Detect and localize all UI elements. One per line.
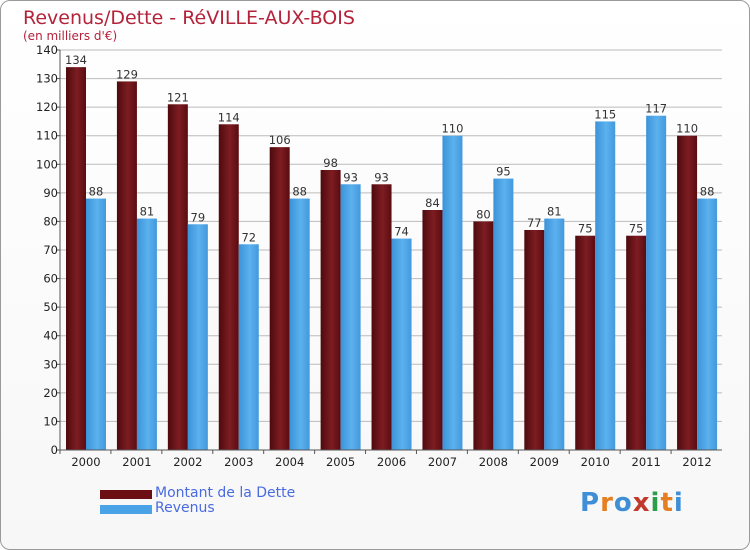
bar-revenus	[697, 198, 718, 450]
y-tick-label: 120	[36, 100, 58, 114]
bar-revenus	[86, 198, 106, 450]
value-label-revenus: 93	[343, 170, 358, 184]
x-tick-label: 2008	[479, 455, 508, 469]
bar-revenus	[493, 178, 514, 451]
legend-label-dette: Montant de la Dette	[155, 485, 296, 501]
bar-revenus	[544, 218, 565, 450]
x-tick-label: 2006	[377, 455, 406, 469]
x-tick-label: 2007	[428, 455, 457, 469]
value-label-dette: 84	[425, 196, 440, 210]
value-label-revenus: 88	[700, 185, 715, 199]
x-tick-label: 2003	[224, 455, 253, 469]
legend-swatch-dette	[100, 490, 152, 499]
value-label-revenus: 115	[594, 107, 616, 121]
bar-dette	[269, 147, 290, 450]
value-label-dette: 93	[374, 170, 389, 184]
bar-dette	[677, 135, 698, 450]
bar-revenus	[340, 184, 361, 451]
value-label-dette: 110	[676, 122, 698, 136]
logo-letter: t	[660, 488, 674, 518]
value-label-revenus: 81	[140, 205, 155, 219]
y-tick-label: 80	[43, 214, 58, 228]
bar-dette	[524, 230, 545, 450]
bar-revenus	[238, 244, 259, 450]
y-tick-label: 0	[51, 443, 58, 457]
bar-dette	[422, 210, 443, 450]
value-label-dette: 80	[476, 207, 491, 221]
x-tick-label: 2010	[581, 455, 610, 469]
bar-dette	[167, 104, 188, 451]
x-tick-label: 2004	[275, 455, 304, 469]
x-tick-label: 2001	[122, 455, 151, 469]
bar-revenus	[136, 218, 157, 450]
bar-dette	[371, 184, 392, 451]
legend-swatch-revenus	[100, 505, 152, 514]
chart-title: Revenus/Dette - RéVILLE-AUX-BOIS	[23, 7, 355, 29]
axis-layer: 0 10 20 30 40 50 60 70 80 90 100 110 120 130 140 2000 20…	[36, 43, 722, 469]
y-tick-label: 130	[36, 72, 58, 86]
value-label-dette: 75	[629, 222, 644, 236]
bar-layer	[66, 67, 718, 451]
logo-letter: x	[632, 488, 651, 518]
y-tick-label: 10	[43, 414, 58, 428]
x-tick-label: 2002	[173, 455, 202, 469]
value-label-revenus: 110	[441, 122, 463, 136]
value-label-dette: 129	[116, 67, 138, 81]
value-label-dette: 75	[578, 222, 593, 236]
legend-label-revenus: Revenus	[155, 500, 215, 516]
value-label-dette: 106	[269, 133, 291, 147]
label-layer: 134 88 129 81 121 79 114 72 106 88 98 93 93 74 84 110 80…	[65, 53, 714, 244]
y-tick-label: 50	[43, 300, 58, 314]
value-label-dette: 114	[218, 110, 240, 124]
x-tick-label: 2000	[71, 455, 100, 469]
value-label-revenus: 117	[645, 102, 667, 116]
value-label-revenus: 74	[394, 225, 409, 239]
bar-revenus	[442, 135, 463, 450]
value-label-dette: 134	[65, 53, 87, 67]
value-label-dette: 98	[323, 156, 338, 170]
bar-revenus	[187, 224, 208, 450]
x-tick-label: 2011	[632, 455, 661, 469]
x-tick-label: 2005	[326, 455, 355, 469]
value-label-revenus: 79	[191, 210, 206, 224]
bar-dette	[66, 67, 86, 451]
logo-letter: i	[650, 488, 661, 518]
logo-letter: r	[600, 488, 614, 518]
y-tick-label: 20	[43, 386, 58, 400]
y-tick-label: 30	[43, 357, 58, 371]
value-label-revenus: 95	[496, 165, 511, 179]
bar-revenus	[289, 198, 310, 450]
value-label-revenus: 81	[547, 205, 562, 219]
value-label-dette: 77	[527, 216, 542, 230]
logo-letter: P	[580, 488, 601, 518]
bar-dette	[626, 235, 647, 450]
y-tick-label: 140	[36, 43, 58, 57]
value-label-dette: 121	[167, 90, 189, 104]
value-label-revenus: 88	[292, 185, 307, 199]
y-tick-label: 70	[43, 243, 58, 257]
bar-dette	[320, 170, 341, 450]
bar-dette	[218, 124, 239, 451]
bar-revenus	[595, 121, 616, 450]
logo-letter: o	[613, 488, 633, 518]
y-tick-label: 60	[43, 272, 58, 286]
bar-dette	[473, 221, 494, 450]
bar-dette	[116, 81, 137, 450]
logo-letter: i	[673, 488, 684, 518]
x-tick-label: 2012	[682, 455, 711, 469]
bar-dette	[575, 235, 596, 450]
value-label-revenus: 72	[241, 230, 256, 244]
bar-revenus	[646, 115, 667, 450]
proxiti-logo: Proxiti	[580, 488, 684, 518]
bar-revenus	[391, 238, 412, 450]
y-tick-label: 40	[43, 329, 58, 343]
y-tick-label: 110	[36, 129, 58, 143]
y-tick-label: 90	[43, 186, 58, 200]
chart-subtitle: (en milliers d'€)	[23, 29, 118, 43]
y-tick-label: 100	[36, 157, 58, 171]
value-label-revenus: 88	[89, 185, 104, 199]
x-tick-label: 2009	[530, 455, 559, 469]
